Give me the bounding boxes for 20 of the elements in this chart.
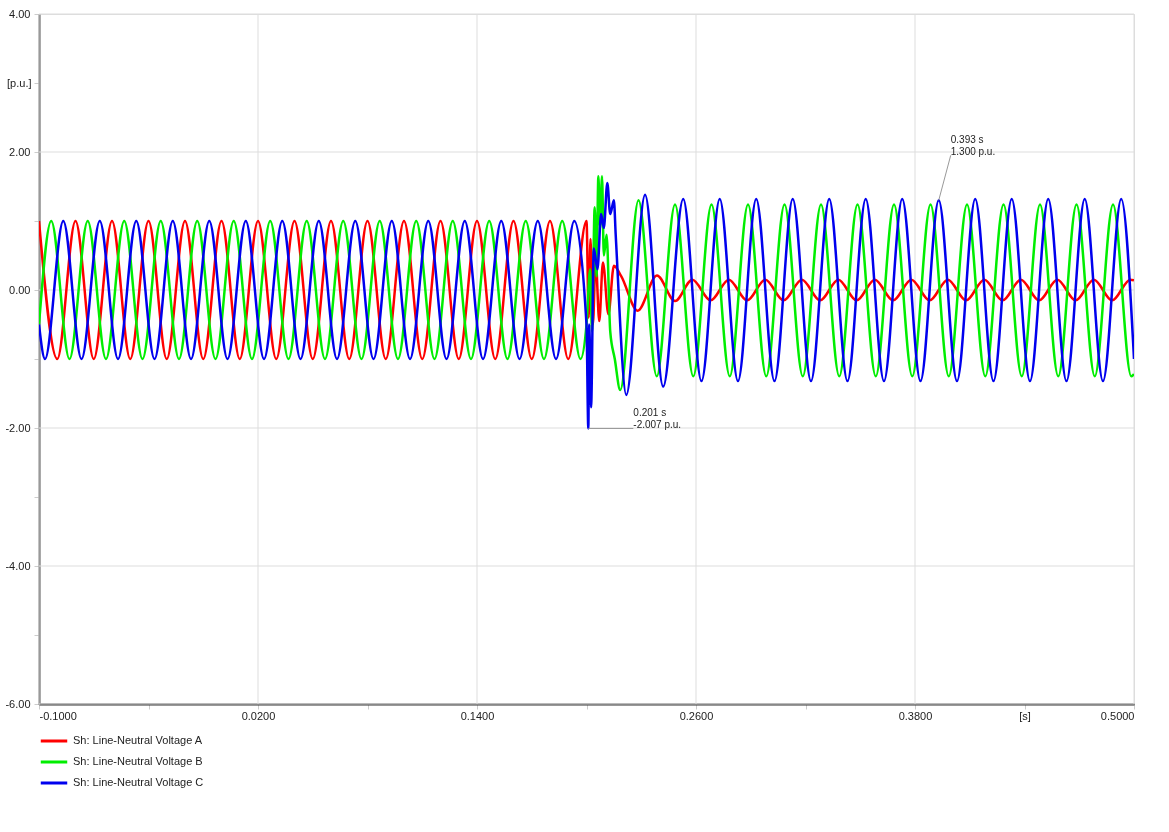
y-tick-label: -4.00: [5, 559, 31, 572]
y-tick-label: -6.00: [5, 697, 31, 710]
x-tick-label: 0.0200: [241, 709, 276, 722]
legend-label: Sh: Line-Neutral Voltage B: [73, 755, 203, 767]
legend-label: Sh: Line-Neutral Voltage A: [73, 734, 203, 746]
x-tick-label: 0.5000: [1100, 709, 1135, 722]
x-tick-label: 0.3800: [898, 709, 933, 722]
legend-label: Sh: Line-Neutral Voltage C: [73, 776, 204, 788]
x-axis-title: [s]: [1019, 709, 1031, 722]
annotation: 0.201 s -2.007 p.u.: [633, 407, 682, 431]
y-axis-title: [p.u.]: [7, 76, 32, 89]
line-series: [39, 181, 1134, 430]
x-tick-label: 0.2600: [679, 709, 714, 722]
y-tick-label: -2.00: [5, 421, 31, 434]
x-tick-label: -0.1000: [39, 709, 77, 722]
annotation: 0.393 s 1.300 p.u.: [950, 134, 996, 158]
y-tick-label: 2.00: [9, 145, 31, 158]
x-tick-label: 0.1400: [460, 709, 495, 722]
y-tick-label: 0.00: [9, 283, 31, 296]
y-tick-label: 4.00: [9, 7, 31, 20]
